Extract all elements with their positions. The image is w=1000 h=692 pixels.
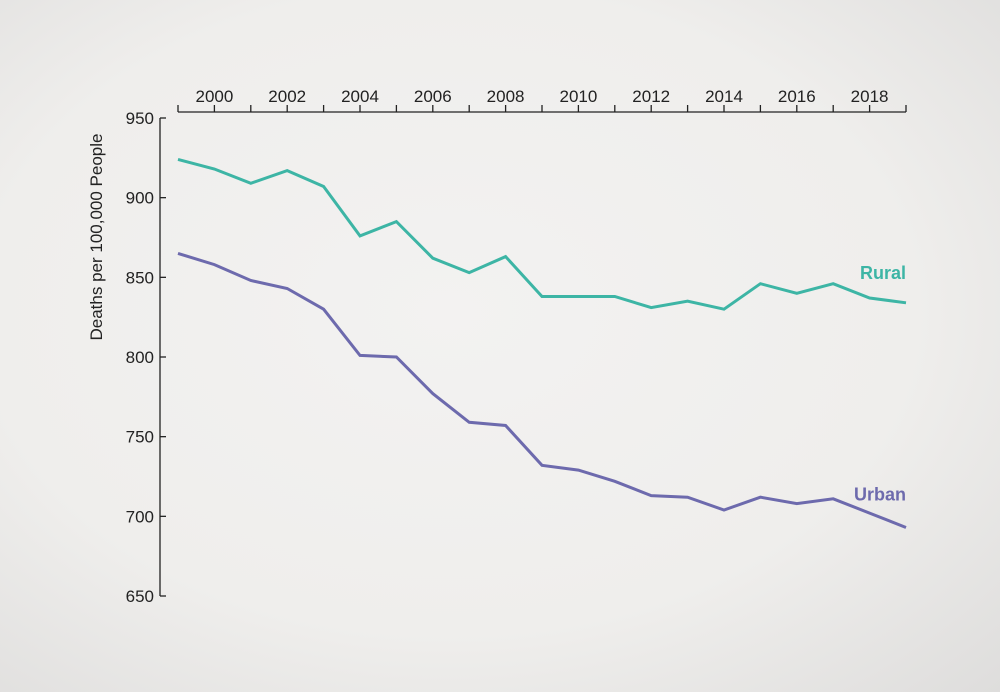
x-tick-label: 2010 <box>559 87 597 106</box>
x-tick-label: 2012 <box>632 87 670 106</box>
y-tick-label: 850 <box>126 268 154 287</box>
series-line-rural <box>177 157 907 311</box>
x-tick-label: 2000 <box>195 87 233 106</box>
y-tick-label: 800 <box>126 348 154 367</box>
x-tick-label: 2018 <box>851 87 889 106</box>
y-tick-label: 950 <box>126 109 154 128</box>
y-tick-label: 750 <box>126 428 154 447</box>
series-label-rural: Rural <box>860 263 906 283</box>
x-tick-label: 2006 <box>414 87 452 106</box>
y-axis-label: Deaths per 100,000 People <box>87 134 106 341</box>
series-label-urban: Urban <box>854 484 906 504</box>
y-tick-label: 650 <box>126 587 154 606</box>
x-tick-label: 2002 <box>268 87 306 106</box>
y-tick-label: 700 <box>126 507 154 526</box>
x-tick-label: 2016 <box>778 87 816 106</box>
x-tick-label: 2004 <box>341 87 379 106</box>
x-tick-label: 2008 <box>487 87 525 106</box>
y-tick-label: 900 <box>126 189 154 208</box>
x-tick-label: 2014 <box>705 87 743 106</box>
